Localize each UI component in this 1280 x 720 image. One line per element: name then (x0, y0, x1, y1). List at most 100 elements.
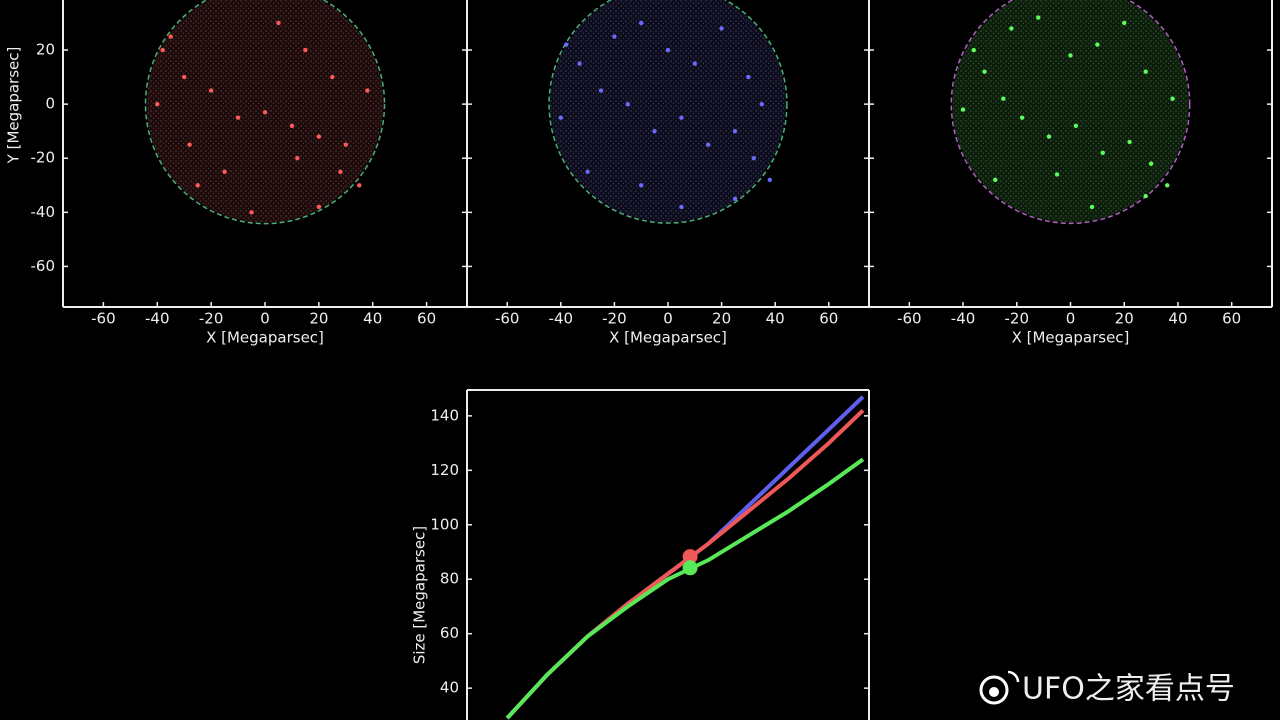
boundary-circle (144, 0, 386, 225)
x-tick-label: 20 (712, 310, 731, 328)
y-tick-label: -40 (31, 203, 56, 221)
point (295, 156, 300, 161)
x-axis-label: X [Megaparsec] (609, 329, 727, 347)
x-tick-label: -60 (91, 310, 116, 328)
point (1165, 183, 1170, 188)
point (289, 123, 295, 128)
x-tick-label: 0 (260, 310, 270, 328)
x-axis-label: X [Megaparsec] (1012, 329, 1130, 347)
point (732, 196, 738, 202)
point (1100, 150, 1105, 156)
point (249, 210, 254, 215)
point (1089, 204, 1095, 210)
point (665, 47, 671, 53)
point (160, 47, 165, 53)
marker (682, 560, 698, 576)
panel: 40 60 80 100 120 140 Size [Megaparsec] (411, 389, 870, 720)
y-tick-label: 0 (45, 95, 55, 113)
point (1143, 69, 1148, 74)
point (1143, 193, 1148, 199)
panel: -60 -40 -20 0 20 40 60 X [Megaparsec] (466, 0, 870, 347)
point (276, 20, 281, 26)
boundary-circle (950, 0, 1191, 225)
point (706, 142, 711, 147)
point (759, 101, 764, 107)
x-tick-label: 60 (819, 310, 838, 328)
x-tick-label: 40 (363, 310, 382, 328)
point (316, 134, 322, 139)
x-axis-label: X [Megaparsec] (206, 329, 324, 347)
point (679, 204, 684, 210)
point (1046, 134, 1052, 139)
point (585, 169, 590, 174)
y-tick-label: 40 (440, 679, 459, 697)
point (558, 115, 563, 120)
x-tick-label: -20 (1005, 310, 1030, 328)
point (639, 20, 644, 26)
point (971, 47, 976, 53)
point (168, 34, 173, 39)
point (303, 47, 308, 53)
point (1001, 96, 1006, 101)
x-tick-label: 60 (1222, 310, 1241, 328)
point (652, 128, 657, 134)
point (330, 74, 335, 80)
x-tick-label: 20 (1115, 310, 1134, 328)
point (598, 88, 604, 93)
x-tick-label: 20 (309, 310, 328, 328)
point (1122, 20, 1127, 26)
point (262, 110, 268, 115)
cosmic-web-tint (952, 0, 1189, 223)
y-tick-label: -60 (31, 257, 56, 275)
point (1073, 123, 1079, 128)
watermark: UFO之家看点号 (979, 670, 1235, 707)
point (187, 142, 192, 147)
x-tick-label: -60 (897, 310, 922, 328)
panel: -60 -40 -20 0 20 40 60 X [Megaparsec] (868, 0, 1273, 347)
point (767, 177, 773, 183)
point (357, 183, 362, 188)
x-tick-label: -20 (199, 310, 224, 328)
point (612, 34, 617, 39)
point (746, 74, 751, 80)
point (1068, 53, 1073, 58)
y-tick-label: 80 (440, 570, 459, 588)
point (1009, 26, 1014, 31)
watermark-text: UFO之家看点号 (1022, 672, 1235, 707)
point (1054, 172, 1060, 177)
point (692, 61, 697, 66)
point (222, 169, 227, 174)
point (639, 183, 644, 188)
y-tick-label: -20 (31, 149, 56, 167)
x-tick-label: 40 (766, 310, 785, 328)
y-tick-label: 60 (440, 624, 459, 642)
point (751, 156, 756, 161)
point (982, 69, 987, 74)
x-tick-label: -60 (495, 310, 520, 328)
y-axis-label: Size [Megaparsec] (411, 526, 429, 664)
x-tick-label: -40 (549, 310, 574, 328)
cosmic-web (952, 0, 1189, 223)
point (1019, 115, 1025, 120)
point (1170, 96, 1175, 101)
x-tick-label: -40 (145, 310, 170, 328)
x-tick-label: 60 (417, 310, 436, 328)
point (1148, 161, 1154, 166)
point (338, 169, 343, 174)
x-tick-label: 40 (1168, 310, 1187, 328)
point (155, 101, 160, 107)
point (235, 115, 241, 120)
y-tick-label: 100 (430, 515, 459, 533)
point (343, 142, 348, 147)
point (1036, 15, 1041, 20)
point (182, 74, 187, 80)
point (1095, 42, 1100, 47)
y-tick-label: 120 (430, 461, 459, 479)
point (732, 128, 738, 134)
y-tick-label: 140 (430, 406, 459, 424)
point (1127, 139, 1132, 145)
point (208, 88, 214, 93)
point (719, 26, 724, 31)
point (563, 42, 569, 47)
point (577, 61, 582, 66)
